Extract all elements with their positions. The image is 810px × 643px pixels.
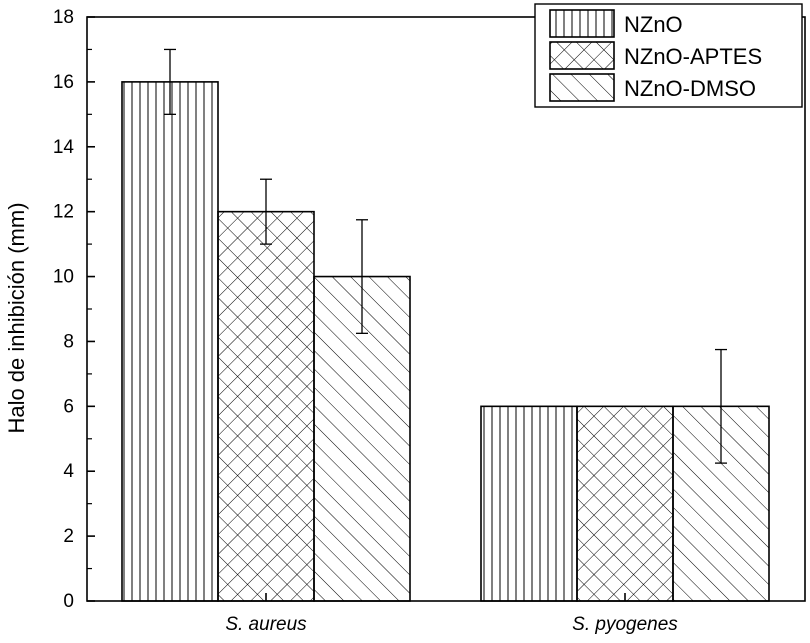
y-axis: 0 2 4 6 8 10 12 14 16 18: [53, 7, 95, 612]
legend: NZnO NZnO-APTES NZnO-DMSO: [534, 3, 803, 108]
legend-label: NZnO-DMSO: [624, 76, 756, 101]
y-tick-label: 8: [63, 331, 74, 352]
y-tick-label: 2: [63, 526, 74, 547]
y-tick-label: 6: [63, 396, 74, 417]
legend-swatch: [549, 73, 615, 102]
y-tick-label: 4: [63, 461, 74, 482]
x-axis: S. aureus S. pyogenes: [225, 593, 678, 635]
error-bars-layer: [164, 48, 727, 464]
bar: [480, 405, 578, 602]
y-tick-label: 18: [53, 7, 74, 28]
y-axis-title: Halo de inhibición (mm): [4, 202, 29, 433]
y-tick-label: 0: [63, 591, 74, 612]
y-tick-label: 14: [53, 137, 75, 158]
bar: [576, 405, 674, 602]
legend-swatch: [549, 9, 615, 38]
x-category-label: S. pyogenes: [572, 614, 678, 635]
legend-swatch: [549, 41, 615, 70]
y-tick-label: 12: [53, 202, 74, 223]
bar: [217, 210, 315, 602]
bar: [121, 81, 219, 602]
bars-layer: [121, 81, 770, 602]
x-category-label: S. aureus: [225, 614, 307, 635]
y-tick-label: 16: [53, 72, 74, 93]
legend-label: NZnO: [624, 12, 683, 37]
y-tick-label: 10: [53, 267, 74, 288]
legend-label: NZnO-APTES: [624, 44, 762, 69]
